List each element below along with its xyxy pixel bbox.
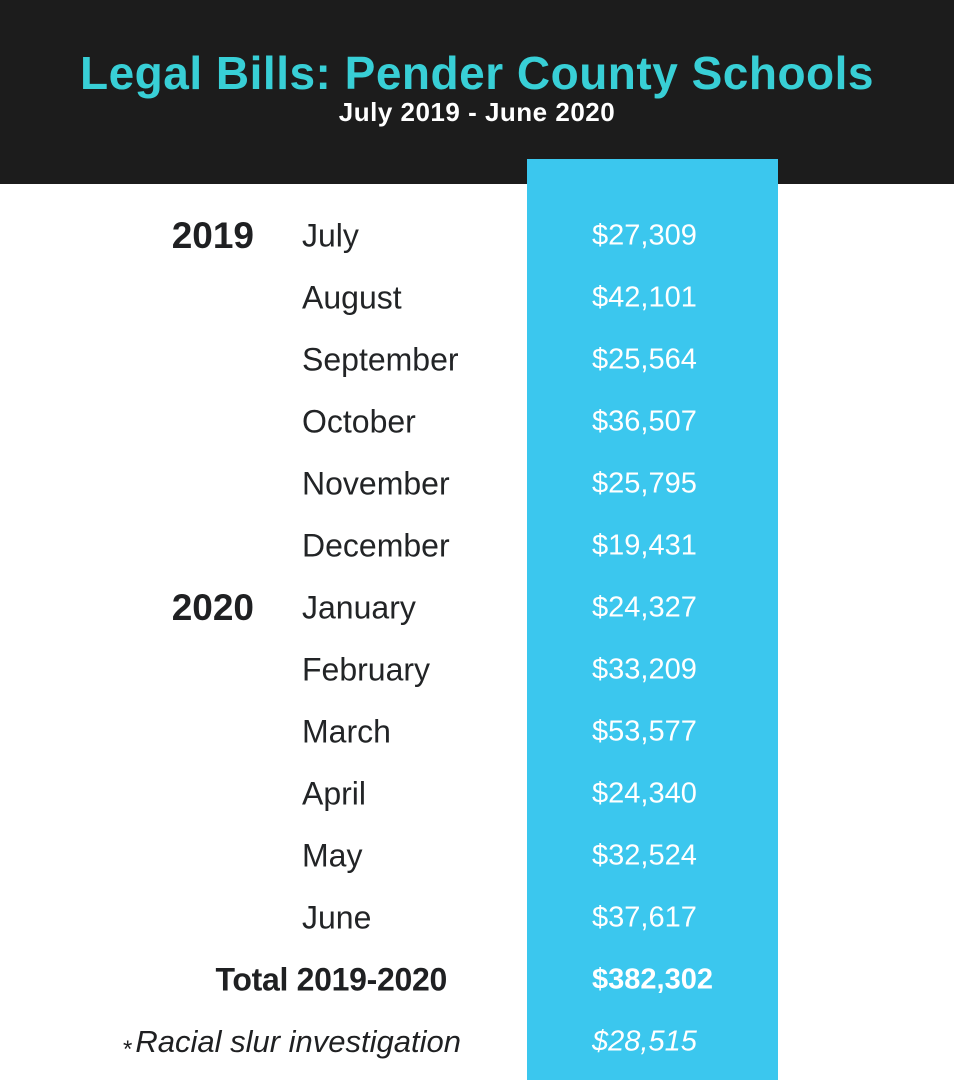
amount-value: $42,101: [592, 281, 697, 314]
amount-value: $24,340: [592, 777, 697, 810]
table-row: June $37,617: [0, 887, 954, 949]
month-label: July: [302, 217, 359, 254]
table-row: September $25,564: [0, 329, 954, 391]
month-label: October: [302, 403, 416, 440]
year-label: 2020: [171, 587, 254, 628]
amount-value: $25,564: [592, 343, 697, 376]
note-amount: $28,515: [592, 1025, 697, 1058]
amount-value: $33,209: [592, 653, 697, 686]
note-row: *Racial slur investigation $28,515: [0, 1011, 954, 1073]
table-row: February $33,209: [0, 639, 954, 701]
month-label: April: [302, 775, 367, 812]
total-amount: $382,302: [592, 963, 713, 996]
table-row: March $53,577: [0, 701, 954, 763]
month-label: February: [302, 651, 431, 688]
month-label: November: [302, 465, 450, 502]
month-label: August: [302, 279, 402, 316]
month-label: December: [302, 527, 450, 564]
table-row: April $24,340: [0, 763, 954, 825]
amount-value: $24,327: [592, 591, 697, 624]
total-label: Total 2019-2020: [215, 961, 448, 998]
table-row: August $42,101: [0, 267, 954, 329]
year-label: 2019: [171, 215, 254, 256]
total-row: Total 2019-2020 $382,302: [0, 949, 954, 1011]
page-title: Legal Bills: Pender County Schools: [79, 47, 874, 99]
note-label: *Racial slur investigation: [0, 1024, 527, 1063]
amount-value: $37,617: [592, 901, 697, 934]
note-label-text: Racial slur investigation: [135, 1024, 461, 1059]
table-row: November $25,795: [0, 453, 954, 515]
amount-value: $32,524: [592, 839, 697, 872]
table-row: October $36,507: [0, 391, 954, 453]
month-label: January: [302, 589, 416, 626]
table-row: 2019 July $27,309: [0, 205, 954, 267]
month-label: March: [302, 713, 391, 750]
amount-value: $25,795: [592, 467, 697, 500]
header-banner: Legal Bills: Pender County Schools July …: [0, 0, 954, 184]
table-row: 2020 January $24,327: [0, 577, 954, 639]
amount-value: $19,431: [592, 529, 697, 562]
month-label: June: [302, 899, 372, 936]
amount-column-background: [527, 159, 778, 1080]
amount-value: $36,507: [592, 405, 697, 438]
billing-table: 2019 July $27,309 August $42,101 Septemb…: [0, 205, 954, 1073]
amount-value: $53,577: [592, 715, 697, 748]
amount-value: $27,309: [592, 219, 697, 252]
table-row: December $19,431: [0, 515, 954, 577]
page-subtitle: July 2019 - June 2020: [338, 97, 616, 127]
month-label: May: [302, 837, 363, 874]
asterisk-marker: *: [123, 1036, 133, 1063]
month-label: September: [302, 341, 459, 378]
table-row: May $32,524: [0, 825, 954, 887]
